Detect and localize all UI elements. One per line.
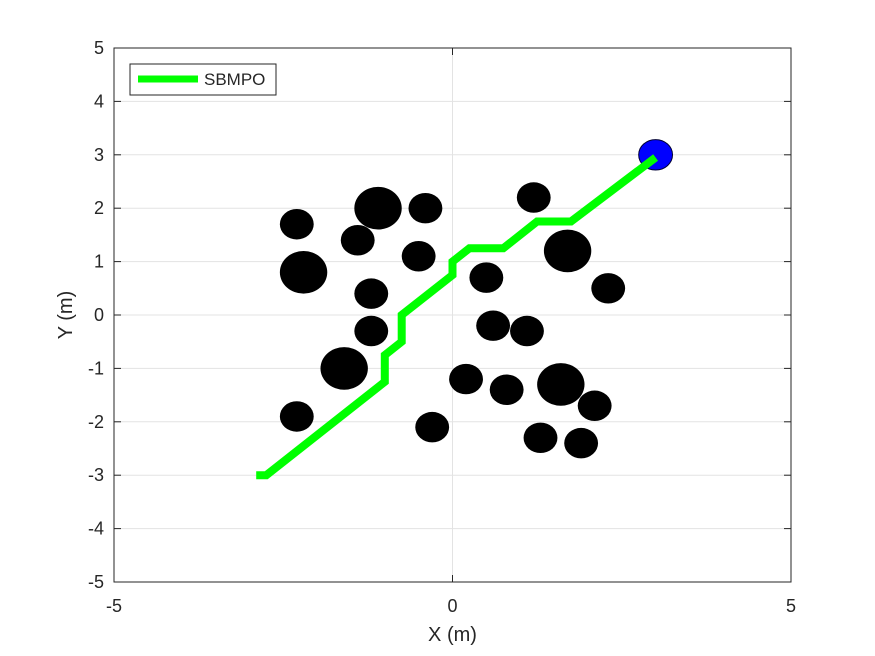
obstacle xyxy=(340,225,375,256)
obstacle xyxy=(476,310,511,341)
obstacle xyxy=(516,182,551,213)
x-tick-label: -5 xyxy=(106,596,122,616)
legend: SBMPO xyxy=(129,63,277,96)
obstacle xyxy=(577,390,612,422)
y-tick-label: 3 xyxy=(94,145,104,165)
y-tick-label: 4 xyxy=(94,91,104,111)
obstacle xyxy=(320,347,368,390)
y-tick-label: -4 xyxy=(88,519,104,539)
y-tick-label: 0 xyxy=(94,305,104,325)
obstacle xyxy=(354,186,402,230)
obstacle xyxy=(537,363,585,406)
obstacle xyxy=(489,374,524,405)
legend-entry-sbmpo: SBMPO xyxy=(204,70,265,89)
y-tick-label: -3 xyxy=(88,465,104,485)
ticks: -5 0 5 5 4 3 2 1 0 -1 -2 -3 -4 -5 xyxy=(88,38,796,616)
obstacle xyxy=(510,315,544,347)
x-tick-label: 0 xyxy=(447,596,457,616)
obstacle xyxy=(449,363,483,395)
obstacles xyxy=(279,182,626,459)
x-axis-label: X (m) xyxy=(428,624,477,646)
obstacle xyxy=(279,208,314,240)
y-tick-label: -1 xyxy=(88,358,104,378)
x-tick-label: 5 xyxy=(786,596,796,616)
y-tick-label: 2 xyxy=(94,198,104,218)
y-axis-label: Y (m) xyxy=(55,291,77,340)
obstacle xyxy=(469,262,504,293)
y-tick-label: -5 xyxy=(88,572,104,592)
obstacle xyxy=(591,273,626,304)
series-line-sbmpo xyxy=(256,154,659,480)
obstacle xyxy=(564,427,599,459)
obstacle xyxy=(279,250,328,294)
series-layer xyxy=(256,154,659,480)
y-tick-label: -2 xyxy=(88,412,104,432)
obstacle xyxy=(279,401,314,432)
obstacle xyxy=(354,315,389,347)
y-tick-label: 1 xyxy=(94,252,104,272)
obstacle xyxy=(543,229,592,273)
y-tick-label: 5 xyxy=(94,38,104,58)
obstacle xyxy=(354,278,389,309)
obstacle xyxy=(523,422,558,454)
obstacle xyxy=(415,411,450,443)
obstacle xyxy=(408,192,443,224)
obstacle xyxy=(401,241,436,272)
